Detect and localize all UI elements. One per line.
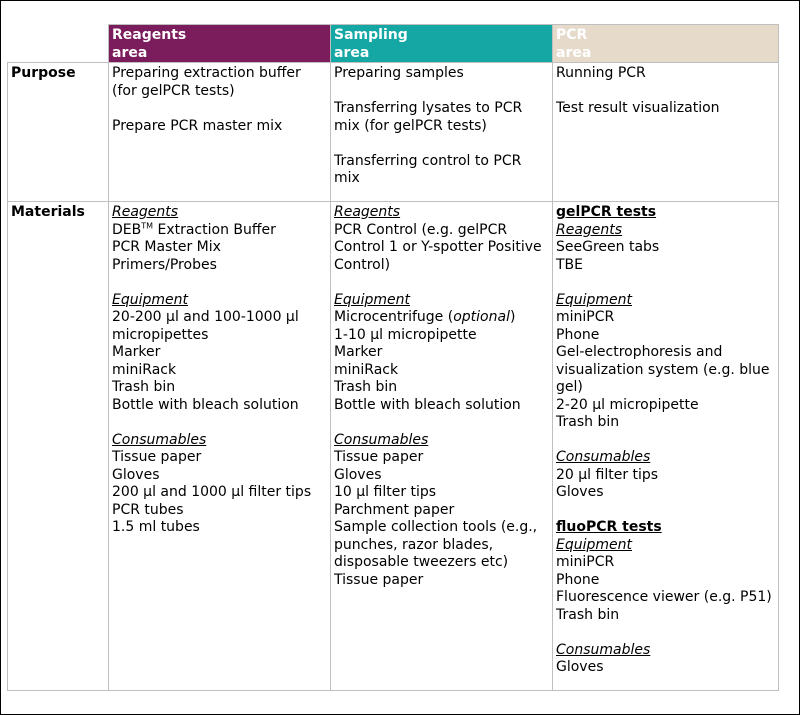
list-item: Tissue paper — [334, 571, 424, 588]
purpose-reagents-cell: Preparing extraction buffer (for gelPCR t… — [108, 62, 331, 202]
materials-reagents-cell: Reagents DEBTM Extraction Buffer PCR Mas… — [108, 201, 331, 691]
materials-pcr-cell: gelPCR tests Reagents SeeGreen tabs TBE E… — [552, 201, 779, 691]
list-item: Trash bin — [556, 606, 620, 623]
purpose-sampling-cell: Preparing samples Transferring lysates to… — [330, 62, 553, 202]
list-item: gel) — [556, 379, 583, 395]
list-item: 2-20 µl micropipette — [556, 396, 699, 413]
list-item: punches, razor blades, — [334, 536, 494, 553]
list-item: Phone — [556, 571, 600, 588]
list-item: Bottle with bleach solution — [334, 396, 521, 413]
list-item: Gloves — [556, 484, 604, 500]
header-sampling-area: Sampling area — [330, 24, 553, 63]
list-item: Sample collection tools (e.g., — [334, 519, 538, 535]
list-item: 200 µl and 1000 µl filter tips — [112, 484, 312, 500]
section-heading: Consumables — [556, 641, 651, 658]
list-item: micropipettes — [112, 326, 209, 343]
list-item: PCR Control (e.g. gelPCR — [334, 221, 508, 238]
section-heading: Reagents — [556, 221, 623, 238]
list-item: visualization system (e.g. blue — [556, 361, 770, 378]
list-item: miniRack — [112, 361, 177, 378]
list-item: Gloves — [112, 466, 160, 483]
list-item: Parchment paper — [334, 501, 455, 518]
section-heading: Consumables — [556, 449, 651, 465]
list-item: Tissue paper — [334, 449, 424, 465]
section-title: fluoPCR tests — [556, 519, 662, 535]
section-heading: Equipment — [556, 536, 632, 553]
header-title: PCR — [556, 27, 588, 43]
header-title: Sampling — [334, 27, 408, 43]
header-pcr-area: PCR area — [552, 24, 779, 63]
list-item: 10 µl filter tips — [334, 484, 437, 500]
section-heading: Consumables — [112, 431, 207, 448]
list-item: Primers/Probes — [112, 256, 217, 273]
materials-row: Materials Reagents DEBTM Extraction Buff… — [7, 201, 779, 691]
section-title: gelPCR tests — [556, 204, 657, 220]
list-item: PCR tubes — [112, 501, 184, 518]
list-item: TBE — [556, 256, 584, 273]
list-item: 1-10 µl micropipette — [334, 326, 477, 343]
list-item: Microcentrifuge (optional) — [334, 309, 516, 325]
list-item: Control 1 or Y-spotter Positive — [334, 239, 542, 255]
section-heading: Equipment — [334, 291, 410, 308]
spacer — [334, 83, 548, 101]
list-item: Gel-electrophoresis and — [556, 344, 723, 360]
list-item: (for gelPCR tests) — [112, 82, 235, 99]
purpose-row: Purpose Preparing extraction buffer (for … — [7, 62, 779, 202]
section-heading: Equipment — [556, 291, 632, 308]
list-item: PCR Master Mix — [112, 239, 221, 255]
header-subtitle: area — [556, 44, 592, 61]
list-item: 1.5 ml tubes — [112, 519, 200, 535]
list-item: Fluorescence viewer (e.g. P51) — [556, 589, 772, 605]
header-subtitle: area — [112, 44, 148, 61]
list-item: Prepare PCR master mix — [112, 117, 283, 134]
list-item: Preparing samples — [334, 65, 464, 81]
list-item: Gloves — [334, 466, 382, 483]
list-item: Trash bin — [112, 379, 176, 395]
list-item: mix (for gelPCR tests) — [334, 117, 487, 134]
list-item: Preparing extraction buffer — [112, 65, 301, 81]
section-heading: Reagents — [334, 204, 401, 220]
list-item: Test result visualization — [556, 100, 720, 116]
list-item: disposable tweezers etc) — [334, 554, 509, 570]
list-item: mix — [334, 170, 360, 186]
list-item: miniPCR — [556, 554, 615, 570]
purpose-label: Purpose — [7, 62, 109, 202]
list-item: 20 µl filter tips — [556, 466, 659, 483]
section-heading: Reagents — [112, 204, 179, 220]
list-item: Running PCR — [556, 65, 646, 81]
list-item: Marker — [334, 344, 383, 360]
header-row: Reagents area Sampling area PCR area — [7, 24, 779, 63]
list-item: Transferring control to PCR — [334, 152, 522, 169]
list-item: Trash bin — [556, 414, 620, 430]
corner-cell — [7, 24, 109, 63]
spacer — [334, 135, 548, 153]
list-item: miniPCR — [556, 309, 615, 325]
materials-sampling-cell: Reagents PCR Control (e.g. gelPCR Control… — [330, 201, 553, 691]
list-item: Control) — [334, 256, 391, 273]
header-subtitle: area — [334, 44, 370, 61]
header-reagents-area: Reagents area — [108, 24, 331, 63]
header-title: Reagents — [112, 27, 187, 43]
list-item: Bottle with bleach solution — [112, 396, 299, 413]
list-item: Marker — [112, 344, 161, 360]
areas-table: Reagents area Sampling area PCR area Pur… — [7, 24, 779, 691]
materials-label: Materials — [7, 201, 109, 691]
list-item: 20-200 µl and 100-1000 µl — [112, 309, 299, 325]
list-item: miniRack — [334, 361, 399, 378]
list-item: Gloves — [556, 659, 604, 675]
list-item: Trash bin — [334, 379, 398, 395]
list-item: SeeGreen tabs — [556, 239, 660, 255]
list-item: DEBTM Extraction Buffer — [112, 220, 276, 238]
list-item: Phone — [556, 326, 600, 343]
spacer — [112, 100, 326, 118]
list-item: Transferring lysates to PCR — [334, 100, 523, 116]
section-heading: Equipment — [112, 291, 188, 308]
purpose-pcr-cell: Running PCR Test result visualization — [552, 62, 779, 202]
list-item: Tissue paper — [112, 449, 202, 465]
spacer — [556, 83, 774, 101]
section-heading: Consumables — [334, 431, 429, 448]
